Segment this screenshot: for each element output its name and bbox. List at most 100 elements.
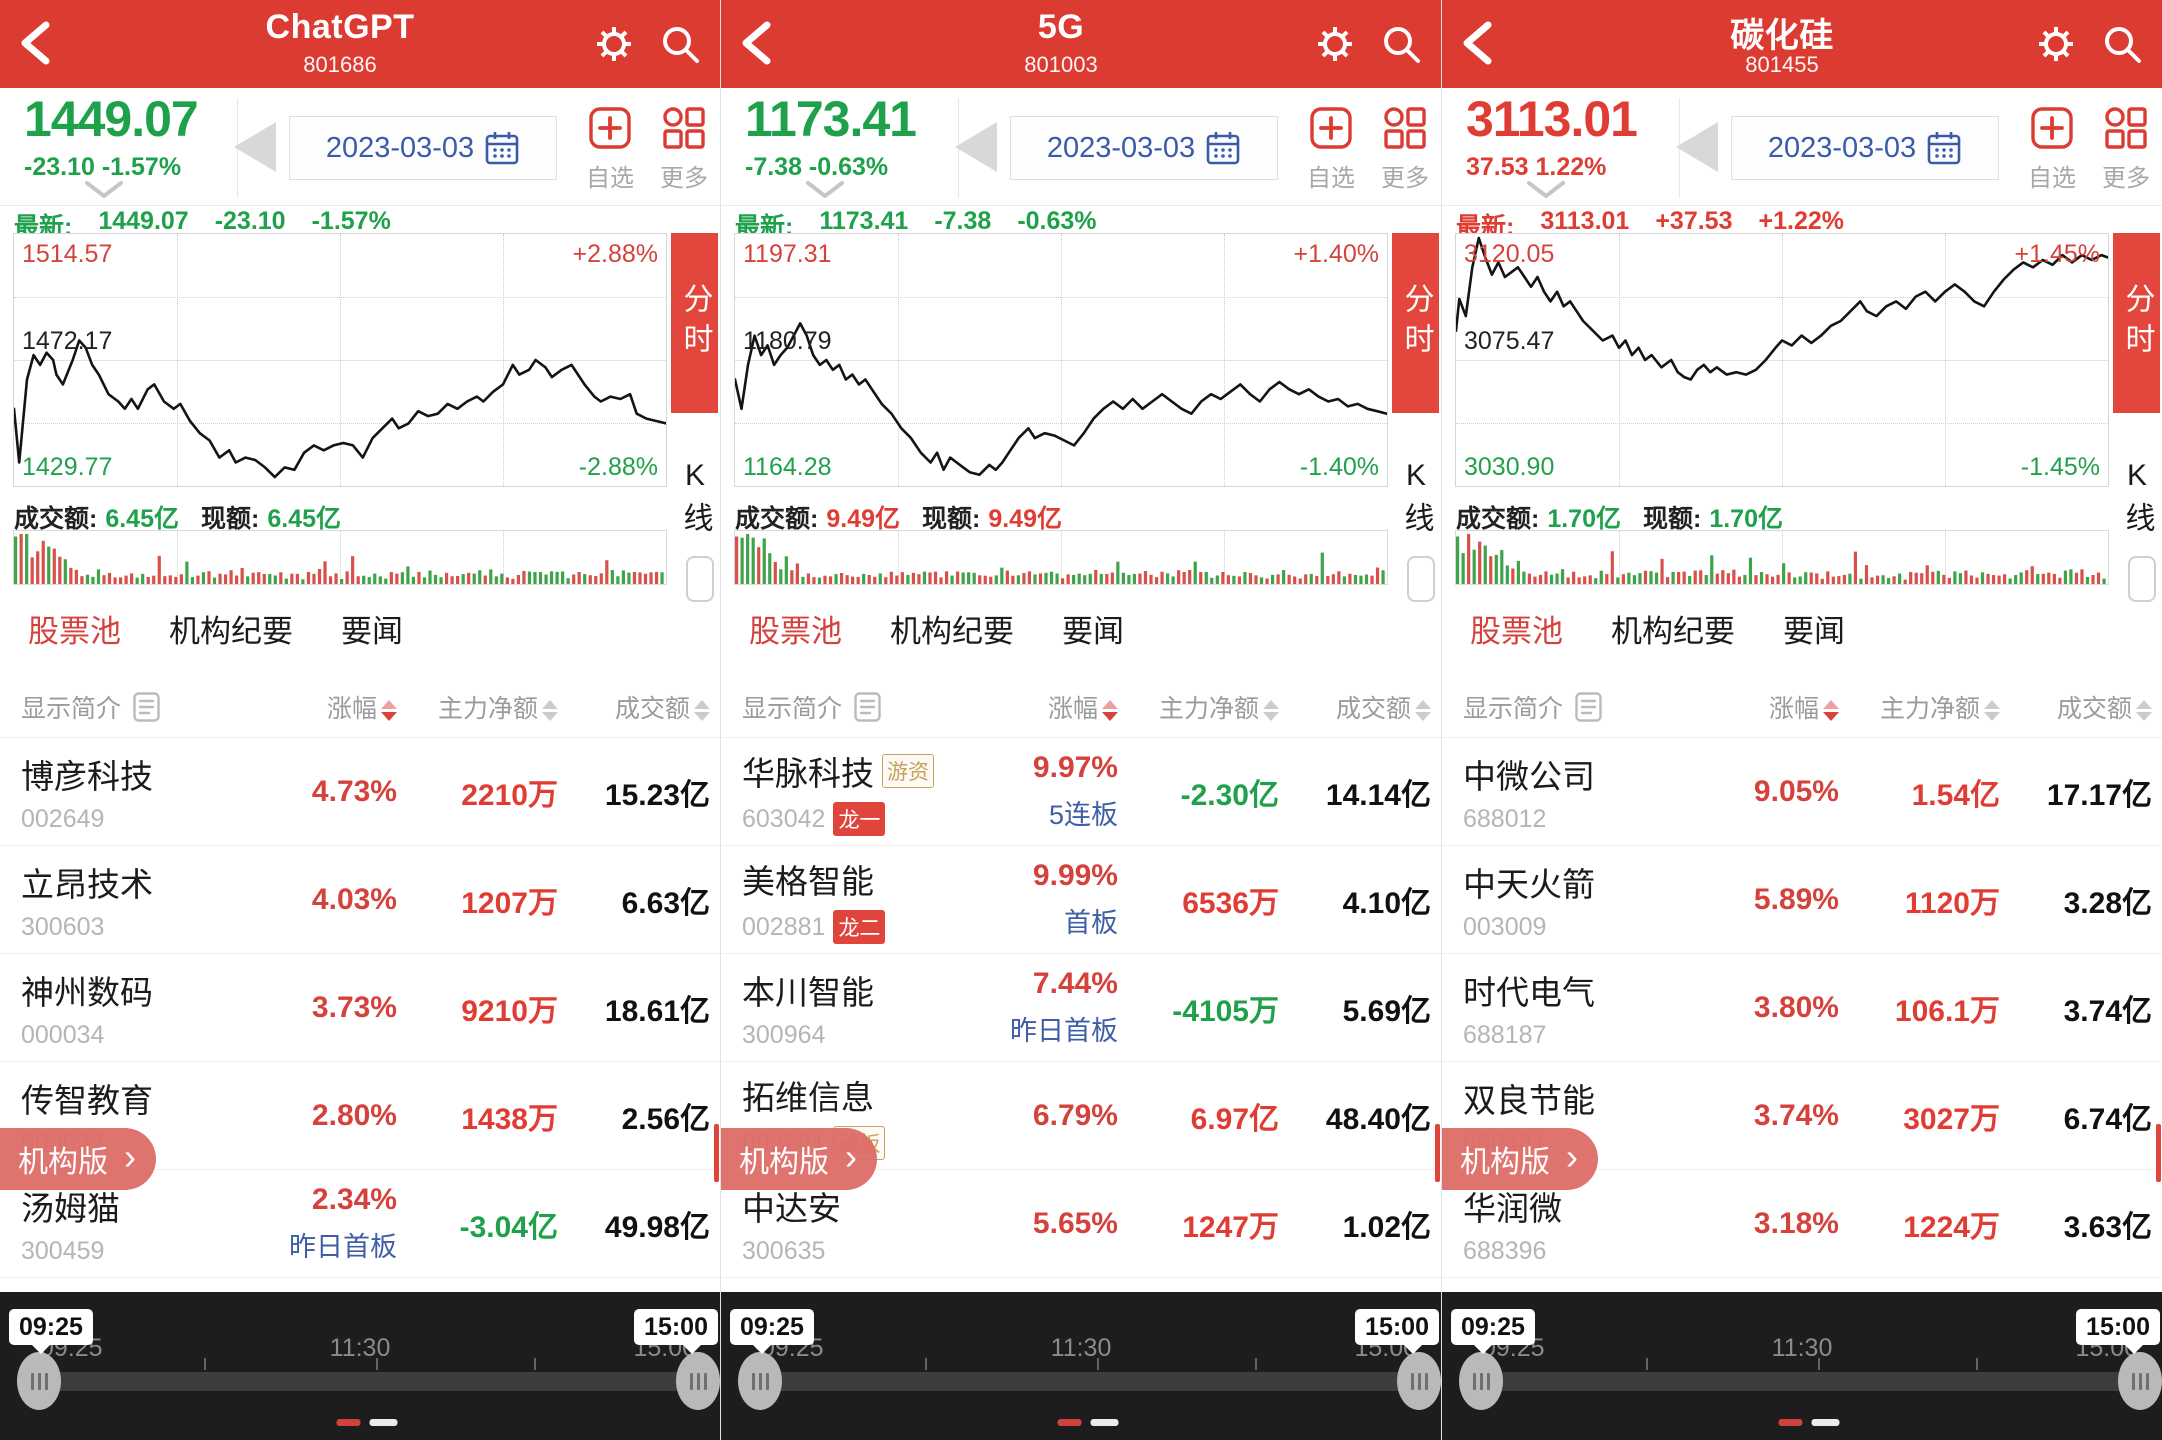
- table-row[interactable]: 神州数码 000034 3.73% 9210万 18.61亿: [0, 954, 720, 1062]
- col-name[interactable]: 显示简介: [1463, 695, 1564, 723]
- back-button[interactable]: [16, 20, 56, 66]
- col-main-net-sort[interactable]: 主力净额: [397, 689, 558, 725]
- tab-minute-chart[interactable]: 分时: [1392, 233, 1439, 413]
- scrubber-track[interactable]: [1472, 1372, 2140, 1391]
- search-button[interactable]: [1379, 22, 1423, 66]
- tab-stock-pool[interactable]: 股票池: [1470, 614, 1563, 649]
- scrubber-handle-start[interactable]: [1459, 1352, 1503, 1410]
- tab-kline-chart[interactable]: K线: [2120, 459, 2154, 542]
- page-dot-active[interactable]: [1778, 1419, 1803, 1426]
- collapse-chevron-icon[interactable]: [805, 180, 845, 200]
- main-net-value: 106.1万: [1894, 994, 2000, 1028]
- latest-price: 3113.01: [1540, 207, 1630, 235]
- page-dot[interactable]: [369, 1419, 398, 1426]
- col-main-net-sort[interactable]: 主力净额: [1118, 689, 1279, 725]
- more-button[interactable]: 更多: [646, 106, 720, 193]
- table-row[interactable]: 立昂技术 300603 4.03% 1207万 6.63亿: [0, 846, 720, 954]
- date-picker[interactable]: 2023-03-03: [1731, 116, 1999, 180]
- add-watchlist-button[interactable]: 自选: [1293, 106, 1369, 193]
- date-picker[interactable]: 2023-03-03: [289, 116, 557, 180]
- scrubber-handle-start[interactable]: [17, 1352, 61, 1410]
- table-row[interactable]: 博彦科技 002649 4.73% 2210万 15.23亿: [0, 738, 720, 846]
- tab-institution-notes[interactable]: 机构纪要: [1611, 614, 1735, 649]
- prev-day-arrow[interactable]: [1676, 122, 1718, 172]
- col-amount-sort[interactable]: 成交额: [1279, 689, 1431, 725]
- settings-button[interactable]: [592, 22, 636, 66]
- tab-stock-pool[interactable]: 股票池: [749, 614, 842, 649]
- page-dot-active[interactable]: [336, 1419, 361, 1426]
- col-amount-sort[interactable]: 成交额: [2000, 689, 2152, 725]
- settings-button[interactable]: [2034, 22, 2078, 66]
- add-watchlist-button[interactable]: 自选: [2014, 106, 2090, 193]
- tab-institution-notes[interactable]: 机构纪要: [890, 614, 1014, 649]
- current-label: 现额:: [1643, 505, 1702, 533]
- list-icon[interactable]: [854, 692, 881, 722]
- latest-pct: -1.57%: [311, 207, 391, 235]
- col-amount-sort[interactable]: 成交额: [558, 689, 710, 725]
- page-dot-active[interactable]: [1057, 1419, 1082, 1426]
- tab-news[interactable]: 要闻: [341, 614, 403, 649]
- collapse-chevron-icon[interactable]: [1526, 180, 1566, 200]
- back-button[interactable]: [1458, 20, 1498, 66]
- table-row[interactable]: 华润微 688396 3.18% 1224万 3.63亿: [1442, 1170, 2162, 1278]
- page-dot[interactable]: [1090, 1419, 1119, 1426]
- more-button[interactable]: 更多: [1367, 106, 1441, 193]
- back-icon: [1463, 21, 1492, 65]
- table-row[interactable]: 本川智能 300964 7.44% 昨日首板 -4105万 5.69亿: [721, 954, 1441, 1062]
- scrubber-handle-end[interactable]: [1397, 1352, 1441, 1410]
- search-icon: [663, 27, 699, 63]
- tab-minute-chart[interactable]: 分时: [671, 233, 718, 413]
- scrubber-handle-end[interactable]: [676, 1352, 720, 1410]
- scrubber-track[interactable]: [30, 1372, 698, 1391]
- list-icon[interactable]: [133, 692, 160, 722]
- page-dot[interactable]: [1811, 1419, 1840, 1426]
- chart-up-pct-label: +1.45%: [2014, 240, 2101, 268]
- col-change-sort[interactable]: 涨幅: [247, 689, 397, 725]
- table-row[interactable]: 中达安 300635 5.65% 1247万 1.02亿: [721, 1170, 1441, 1278]
- table-row[interactable]: 华脉科技 游资 603042 龙一 9.97% 5连板 -2.30亿 14.14亿: [721, 738, 1441, 846]
- add-watchlist-button[interactable]: 自选: [572, 106, 648, 193]
- amount-value: 15.23亿: [604, 778, 710, 812]
- sort-icon: [1263, 699, 1279, 721]
- chart-low-label: 3030.90: [1464, 453, 1555, 481]
- search-button[interactable]: [658, 22, 702, 66]
- settings-button[interactable]: [1313, 22, 1357, 66]
- scrubber-handle-end[interactable]: [2118, 1352, 2162, 1410]
- prev-day-arrow[interactable]: [234, 122, 276, 172]
- tab-stock-pool[interactable]: 股票池: [28, 614, 121, 649]
- amount-value: 14.14亿: [1325, 778, 1431, 812]
- col-name[interactable]: 显示简介: [21, 695, 122, 723]
- tab-institution-notes[interactable]: 机构纪要: [169, 614, 293, 649]
- tab-kline-chart[interactable]: K线: [1399, 459, 1433, 542]
- table-row[interactable]: 汤姆猫 300459 2.34% 昨日首板 -3.04亿 49.98亿: [0, 1170, 720, 1278]
- list-icon[interactable]: [1575, 692, 1602, 722]
- page-indicator: [1057, 1419, 1119, 1426]
- table-row[interactable]: 时代电气 688187 3.80% 106.1万 3.74亿: [1442, 954, 2162, 1062]
- scrubber-handle-start[interactable]: [738, 1352, 782, 1410]
- tab-minute-chart[interactable]: 分时: [2113, 233, 2160, 413]
- collapse-chevron-icon[interactable]: [84, 180, 124, 200]
- prev-day-arrow[interactable]: [955, 122, 997, 172]
- table-row[interactable]: 美格智能 002881 龙二 9.99% 首板 6536万 4.10亿: [721, 846, 1441, 954]
- institution-edition-button[interactable]: 机构版 ›: [721, 1128, 877, 1190]
- table-row[interactable]: 中微公司 688012 9.05% 1.54亿 17.17亿: [1442, 738, 2162, 846]
- table-row[interactable]: 中天火箭 003009 5.89% 1120万 3.28亿: [1442, 846, 2162, 954]
- tab-news[interactable]: 要闻: [1062, 614, 1124, 649]
- more-button[interactable]: 更多: [2088, 106, 2162, 193]
- col-change-sort[interactable]: 涨幅: [968, 689, 1118, 725]
- tab-kline-chart[interactable]: K线: [678, 459, 712, 542]
- search-button[interactable]: [2100, 22, 2144, 66]
- tab-news[interactable]: 要闻: [1783, 614, 1845, 649]
- institution-edition-button[interactable]: 机构版 ›: [0, 1128, 156, 1190]
- amount-value: 5.69亿: [1342, 994, 1431, 1028]
- date-picker[interactable]: 2023-03-03: [1010, 116, 1278, 180]
- col-change-sort[interactable]: 涨幅: [1689, 689, 1839, 725]
- col-main-net-sort[interactable]: 主力净额: [1839, 689, 2000, 725]
- institution-edition-button[interactable]: 机构版 ›: [1442, 1128, 1598, 1190]
- scrubber-track[interactable]: [751, 1372, 1419, 1391]
- more-label: 更多: [1381, 165, 1429, 192]
- col-name[interactable]: 显示简介: [742, 695, 843, 723]
- back-button[interactable]: [737, 20, 777, 66]
- change-pct: 2.80%: [311, 1098, 397, 1132]
